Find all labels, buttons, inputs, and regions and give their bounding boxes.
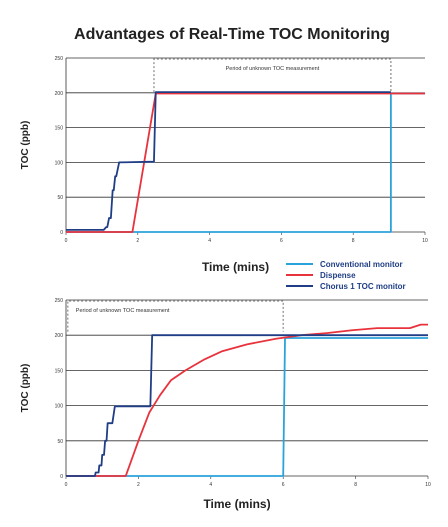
y-axis-label: TOC (ppb) bbox=[20, 121, 31, 170]
chart-top: 0 50 100 150 200 250 0 2 4 6 8 10 Time (mins) TOC (pp… bbox=[20, 56, 428, 274]
x-tick-label: 6 bbox=[280, 238, 283, 244]
y-tick-label: 200 bbox=[55, 333, 64, 339]
x-tick-label: 0 bbox=[65, 482, 68, 488]
y-tick-label: 100 bbox=[55, 160, 64, 166]
annotation-bracket bbox=[153, 58, 392, 93]
x-tick-label: 4 bbox=[208, 238, 211, 244]
series-line bbox=[66, 337, 428, 477]
y-tick-label: 250 bbox=[55, 56, 64, 62]
y-tick-label: 50 bbox=[57, 195, 63, 201]
y-tick-label: 200 bbox=[55, 91, 64, 97]
series-line bbox=[66, 91, 391, 231]
x-axis-label: Time (mins) bbox=[203, 497, 270, 511]
legend-label: Dispense bbox=[320, 271, 356, 280]
y-tick-label: 100 bbox=[55, 404, 64, 410]
x-tick-label: 8 bbox=[352, 238, 355, 244]
legend-label: Conventional monitor bbox=[320, 260, 403, 269]
y-tick-label: 0 bbox=[60, 474, 63, 480]
x-tick-label: 10 bbox=[425, 482, 431, 488]
y-tick-label: 0 bbox=[60, 230, 63, 236]
x-tick-label: 2 bbox=[136, 238, 139, 244]
x-tick-label: 8 bbox=[354, 482, 357, 488]
x-axis-label: Time (mins) bbox=[202, 260, 269, 274]
annotation-label: Period of unknown TOC measurement bbox=[76, 308, 170, 314]
legend: Conventional monitor Dispense Chorus 1 TOC… bbox=[286, 260, 406, 291]
y-tick-label: 250 bbox=[55, 298, 64, 304]
series-line bbox=[66, 334, 428, 477]
y-tick-label: 150 bbox=[55, 368, 64, 374]
x-tick-label: 10 bbox=[422, 238, 428, 244]
y-tick-label: 150 bbox=[55, 126, 64, 132]
y-axis-label: TOC (ppb) bbox=[20, 364, 31, 413]
x-tick-label: 0 bbox=[65, 238, 68, 244]
y-tick-label: 50 bbox=[57, 439, 63, 445]
x-tick-label: 2 bbox=[137, 482, 140, 488]
figure-title: Advantages of Real-Time TOC Monitoring bbox=[74, 26, 390, 43]
legend-label: Chorus 1 TOC monitor bbox=[320, 282, 406, 291]
series-line bbox=[66, 323, 428, 477]
annotation-bracket bbox=[67, 300, 284, 332]
chart-bottom: 0 50 100 150 200 250 0 2 4 6 8 10 Time (mins) TOC (pp… bbox=[20, 298, 431, 511]
x-tick-label: 4 bbox=[209, 482, 212, 488]
x-tick-label: 6 bbox=[282, 482, 285, 488]
annotation-label: Period of unknown TOC measurement bbox=[226, 66, 320, 72]
